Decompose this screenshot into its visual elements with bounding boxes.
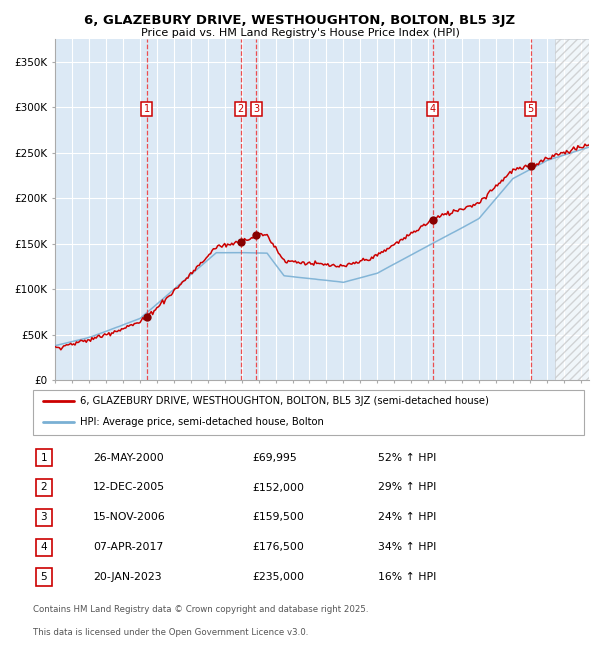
Text: £69,995: £69,995 [252, 452, 297, 463]
Text: £235,000: £235,000 [252, 572, 304, 582]
Text: 4: 4 [430, 104, 436, 114]
Text: 6, GLAZEBURY DRIVE, WESTHOUGHTON, BOLTON, BL5 3JZ: 6, GLAZEBURY DRIVE, WESTHOUGHTON, BOLTON… [85, 14, 515, 27]
FancyBboxPatch shape [36, 478, 52, 497]
Text: 4: 4 [40, 542, 47, 552]
Text: 5: 5 [527, 104, 534, 114]
Text: 24% ↑ HPI: 24% ↑ HPI [378, 512, 436, 523]
Text: 29% ↑ HPI: 29% ↑ HPI [378, 482, 436, 493]
Text: £152,000: £152,000 [252, 482, 304, 493]
Text: 1: 1 [143, 104, 150, 114]
Text: 1: 1 [40, 452, 47, 463]
FancyBboxPatch shape [36, 508, 52, 526]
Text: 2: 2 [40, 482, 47, 493]
Text: 16% ↑ HPI: 16% ↑ HPI [378, 572, 436, 582]
Text: £159,500: £159,500 [252, 512, 304, 523]
FancyBboxPatch shape [36, 538, 52, 556]
Text: 2: 2 [238, 104, 244, 114]
FancyBboxPatch shape [33, 389, 584, 435]
Text: 3: 3 [40, 512, 47, 523]
Text: £176,500: £176,500 [252, 542, 304, 552]
FancyBboxPatch shape [36, 568, 52, 586]
Text: Contains HM Land Registry data © Crown copyright and database right 2025.: Contains HM Land Registry data © Crown c… [33, 605, 368, 614]
Text: 26-MAY-2000: 26-MAY-2000 [93, 452, 164, 463]
Text: 3: 3 [253, 104, 259, 114]
FancyBboxPatch shape [36, 448, 52, 467]
Text: 5: 5 [40, 572, 47, 582]
Text: 12-DEC-2005: 12-DEC-2005 [93, 482, 165, 493]
Text: HPI: Average price, semi-detached house, Bolton: HPI: Average price, semi-detached house,… [80, 417, 324, 428]
Bar [555, 39, 589, 380]
Text: 20-JAN-2023: 20-JAN-2023 [93, 572, 161, 582]
Text: 15-NOV-2006: 15-NOV-2006 [93, 512, 166, 523]
Text: 6, GLAZEBURY DRIVE, WESTHOUGHTON, BOLTON, BL5 3JZ (semi-detached house): 6, GLAZEBURY DRIVE, WESTHOUGHTON, BOLTON… [80, 396, 489, 406]
Text: Price paid vs. HM Land Registry's House Price Index (HPI): Price paid vs. HM Land Registry's House … [140, 28, 460, 38]
Text: 34% ↑ HPI: 34% ↑ HPI [378, 542, 436, 552]
Text: This data is licensed under the Open Government Licence v3.0.: This data is licensed under the Open Gov… [33, 628, 308, 637]
Text: 52% ↑ HPI: 52% ↑ HPI [378, 452, 436, 463]
Text: 07-APR-2017: 07-APR-2017 [93, 542, 163, 552]
